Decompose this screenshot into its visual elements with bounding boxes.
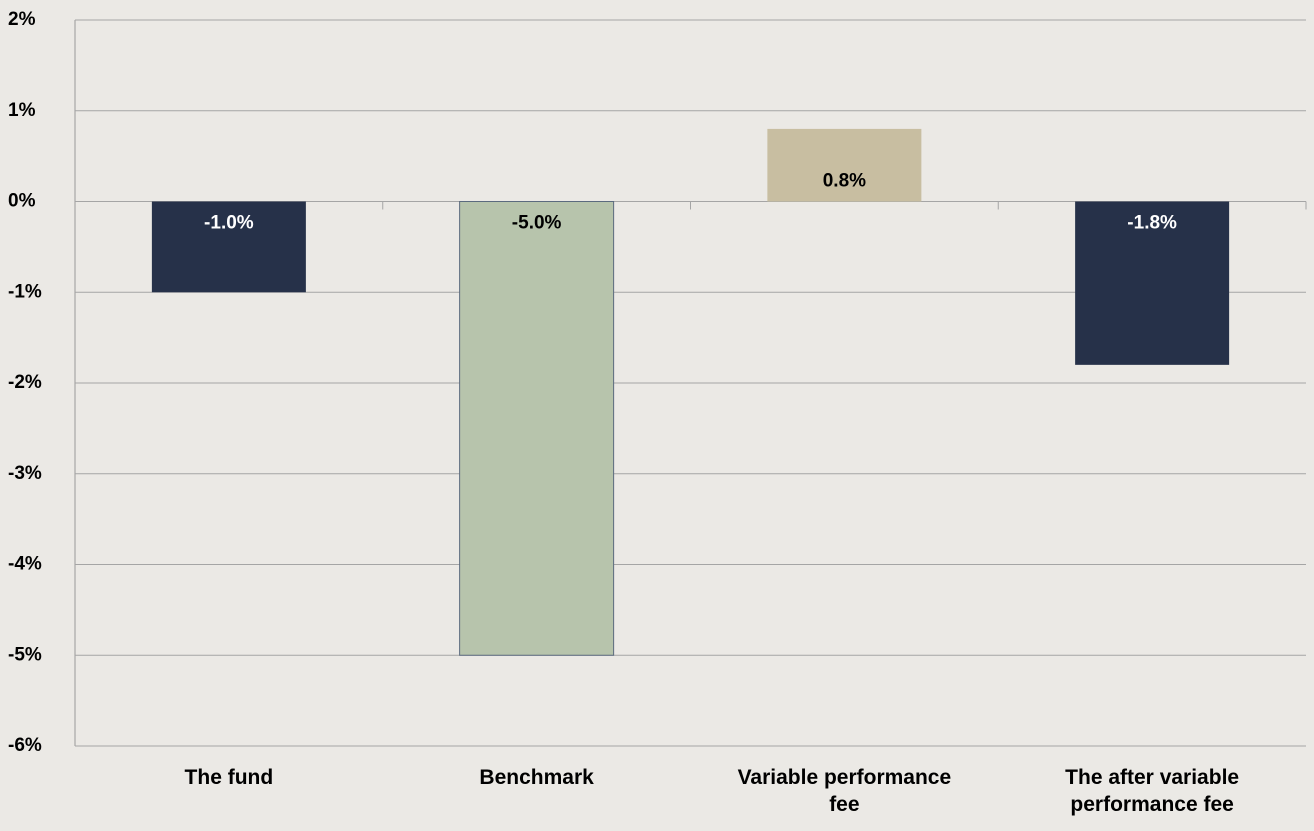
y-tick-label: -4%	[8, 554, 42, 575]
data-label: 0.8%	[823, 171, 866, 192]
y-tick-label: -6%	[8, 735, 42, 756]
x-tick-label: The fund	[184, 766, 274, 789]
y-tick-label: 1%	[8, 100, 36, 121]
x-tick-label: Variable performance fee	[737, 766, 952, 816]
data-label: -1.8%	[1127, 213, 1177, 234]
data-label: -5.0%	[512, 213, 562, 234]
bar	[767, 128, 922, 202]
bar	[459, 201, 615, 656]
y-tick-label: -5%	[8, 644, 42, 665]
data-label: -1.0%	[204, 213, 254, 234]
y-tick-label: 2%	[8, 9, 36, 30]
bar	[151, 201, 306, 293]
y-tick-label: -2%	[8, 372, 42, 393]
y-tick-label: -1%	[8, 281, 42, 302]
y-tick-label: -3%	[8, 463, 42, 484]
x-tick-label: The after variable performance fee	[1065, 766, 1240, 816]
x-tick-label: Benchmark	[479, 766, 594, 789]
y-tick-label: 0%	[8, 191, 36, 212]
bar	[1075, 201, 1230, 365]
